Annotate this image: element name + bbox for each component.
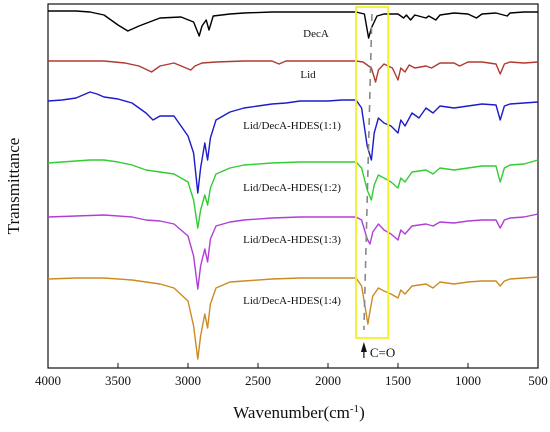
x-tick-label-5: 2000 (315, 373, 341, 388)
carbonyl-guide-line (363, 13, 373, 331)
x-tick-label-1: 4000 (35, 373, 61, 388)
plot-frame (47, 3, 539, 369)
y-axis-title: Transmittance (4, 138, 23, 235)
carbonyl-region-box (355, 6, 390, 339)
series-layer (47, 10, 539, 360)
x-axis-title: Wavenumber(cm-1) (233, 403, 364, 422)
series-label-1: DecA (303, 28, 329, 40)
carbonyl-label: C=O (370, 345, 395, 360)
series-line-4 (47, 159, 539, 229)
series-labels-layer: DecA Lid Lid/DecA-HDES(1:1) Lid/DecA-HDES(1… (243, 28, 341, 307)
x-tick-label-4: 2500 (245, 373, 271, 388)
series-label-4: Lid/DecA-HDES(1:2) (243, 182, 341, 194)
series-label-2: Lid (300, 69, 316, 81)
x-tick-label-7: 1000 (455, 373, 481, 388)
x-axis-title-superscript: -1 (350, 403, 359, 415)
x-axis-title-main: Wavenumber(cm (233, 403, 350, 422)
x-tick-label-8: 500 (528, 373, 548, 388)
series-label-5: Lid/DecA-HDES(1:3) (243, 234, 341, 246)
series-line-2 (48, 60, 539, 83)
x-tick-label-3: 3000 (175, 373, 201, 388)
x-axis-title-end: ) (359, 403, 365, 422)
series-line-3 (47, 91, 539, 194)
x-ticks-layer: 4000 3500 3000 2500 2000 1500 1000 500 (35, 363, 548, 388)
series-line-6 (47, 276, 539, 360)
series-label-3: Lid/DecA-HDES(1:1) (243, 120, 341, 132)
annotation-layer: C=O (355, 6, 395, 360)
series-line-5 (47, 213, 539, 290)
x-tick-label-2: 3500 (105, 373, 131, 388)
x-tick-label-6: 1500 (385, 373, 411, 388)
arrow-up-icon (360, 342, 367, 352)
series-label-6: Lid/DecA-HDES(1:4) (243, 295, 341, 307)
series-line-1 (48, 10, 538, 39)
